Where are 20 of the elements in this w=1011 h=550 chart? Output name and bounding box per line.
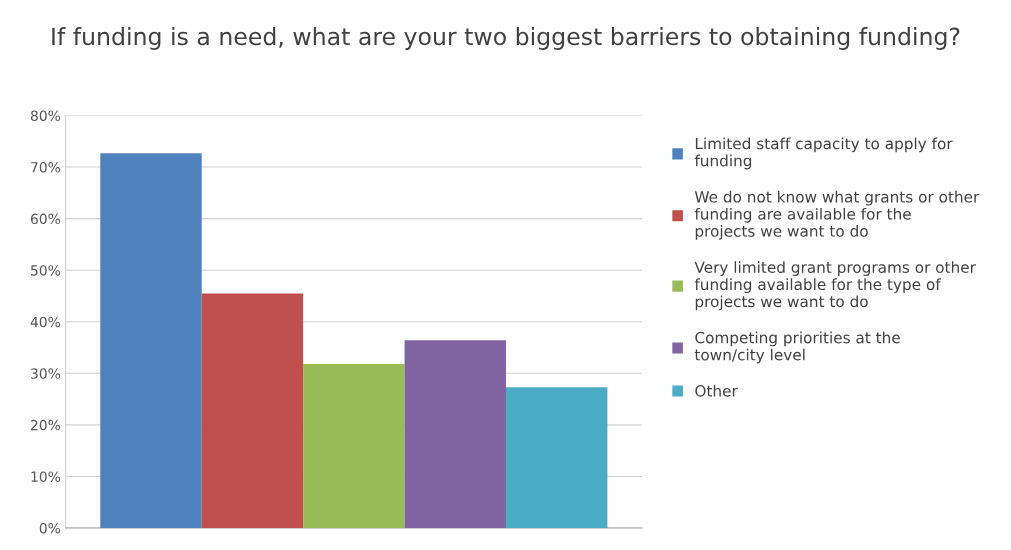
legend-label: Very limited grant programs or other funding available for the type of projects we want to do (694, 261, 976, 311)
bar (303, 364, 405, 528)
y-tick-label: 30% (31, 368, 61, 379)
bar (201, 293, 304, 528)
y-tick-label: 50% (31, 265, 61, 276)
y-tick-label: 80% (30, 110, 61, 121)
legend-label: Limited staff capacity to apply for funding (694, 137, 953, 170)
y-tick-label: 70% (31, 162, 61, 173)
bar (404, 340, 506, 528)
y-tick-label: 40% (30, 316, 61, 328)
y-tick-label: 10% (31, 471, 61, 482)
y-tick-label: 0% (39, 522, 61, 534)
legend-label: Competing priorities at the town/city level (694, 331, 900, 364)
bar (505, 387, 608, 528)
chart-title: If funding is a need, what are your two biggest barriers to obtaining funding? (52, 27, 960, 50)
y-tick-label: 20% (31, 419, 61, 431)
y-tick-label: 60% (30, 213, 61, 225)
legend-label: We do not know what grants or other funding are available for the projects we want to do (694, 190, 980, 240)
bar (100, 153, 202, 528)
legend-label: Other (695, 384, 738, 397)
